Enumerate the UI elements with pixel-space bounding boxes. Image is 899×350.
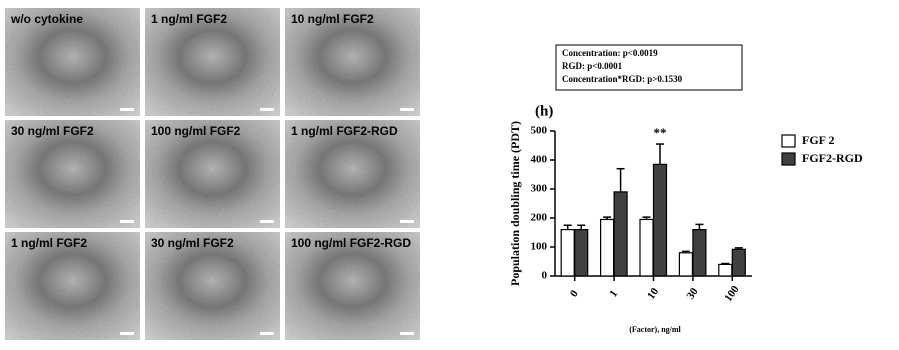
scale-bar — [400, 332, 414, 335]
stats-box — [555, 44, 743, 91]
scale-bar — [400, 108, 414, 111]
panel-label: 1 ng/ml FGF2 — [151, 12, 227, 26]
panel-label: 30 ng/ml FGF2 — [11, 124, 94, 138]
significance: ** — [654, 125, 667, 140]
microscopy-image — [285, 120, 420, 228]
y-axis-label: Population doubling time (PDT) — [508, 121, 522, 286]
stats-line: Concentration: p<0.0019 — [562, 48, 658, 58]
panel-label: w/o cytokine — [10, 12, 83, 26]
legend-swatch — [781, 134, 796, 148]
microscopy-image — [5, 120, 140, 228]
x-tick-label: 30 — [684, 285, 700, 301]
microscopy-image — [145, 232, 280, 340]
x-tick-label: 100 — [722, 283, 742, 304]
microscopy-image — [285, 232, 420, 340]
bar — [731, 248, 746, 277]
x-tick-label: 0 — [568, 288, 581, 300]
bar — [639, 218, 654, 277]
scale-bar — [120, 108, 134, 111]
bar — [652, 163, 668, 277]
legend-label: FGF 2 — [802, 133, 835, 147]
bar — [692, 229, 707, 277]
y-tick-label: 100 — [531, 241, 548, 253]
microscopy-image — [285, 8, 420, 116]
scale-bar — [260, 108, 274, 111]
y-tick-label: 500 — [531, 125, 548, 137]
bar — [599, 218, 615, 277]
y-tick-label: 300 — [531, 183, 548, 195]
bar — [718, 263, 733, 277]
scale-bar — [120, 332, 134, 335]
bar — [613, 191, 628, 277]
bar — [560, 229, 575, 277]
microscopy-image — [145, 8, 280, 116]
scale-bar — [260, 220, 274, 223]
scale-bar — [120, 220, 134, 223]
bar — [678, 252, 694, 277]
microscopy-image — [5, 8, 140, 116]
x-tick-label: 1 — [607, 288, 620, 299]
stats-line: RGD: p<0.0001 — [562, 61, 623, 71]
microscopy-image — [145, 120, 280, 228]
bar — [574, 229, 589, 277]
stats-line: Concentration*RGD: p>0.1530 — [562, 74, 683, 84]
y-tick-label: 400 — [531, 154, 548, 166]
panel-label: 100 ng/ml FGF2-RGD — [291, 236, 411, 250]
panel-label: 10 ng/ml FGF2 — [291, 12, 374, 26]
x-tick-label: 10 — [645, 285, 661, 301]
panel-label: 1 ng/ml FGF2-RGD — [291, 124, 398, 138]
panel-label: 100 ng/ml FGF2 — [151, 124, 241, 138]
legend-label: FGF2-RGD — [802, 151, 863, 165]
scale-bar — [400, 220, 414, 223]
x-axis-label: (Factor), ng/ml — [629, 325, 681, 334]
scale-bar — [260, 332, 274, 335]
microscopy-image — [5, 232, 140, 340]
panel-letter: (h) — [535, 103, 553, 119]
panel-label: 1 ng/ml FGF2 — [11, 236, 87, 250]
y-tick-label: 0 — [542, 270, 548, 282]
legend-swatch — [781, 152, 796, 166]
panel-label: 30 ng/ml FGF2 — [151, 236, 234, 250]
y-tick-label: 200 — [531, 212, 548, 224]
